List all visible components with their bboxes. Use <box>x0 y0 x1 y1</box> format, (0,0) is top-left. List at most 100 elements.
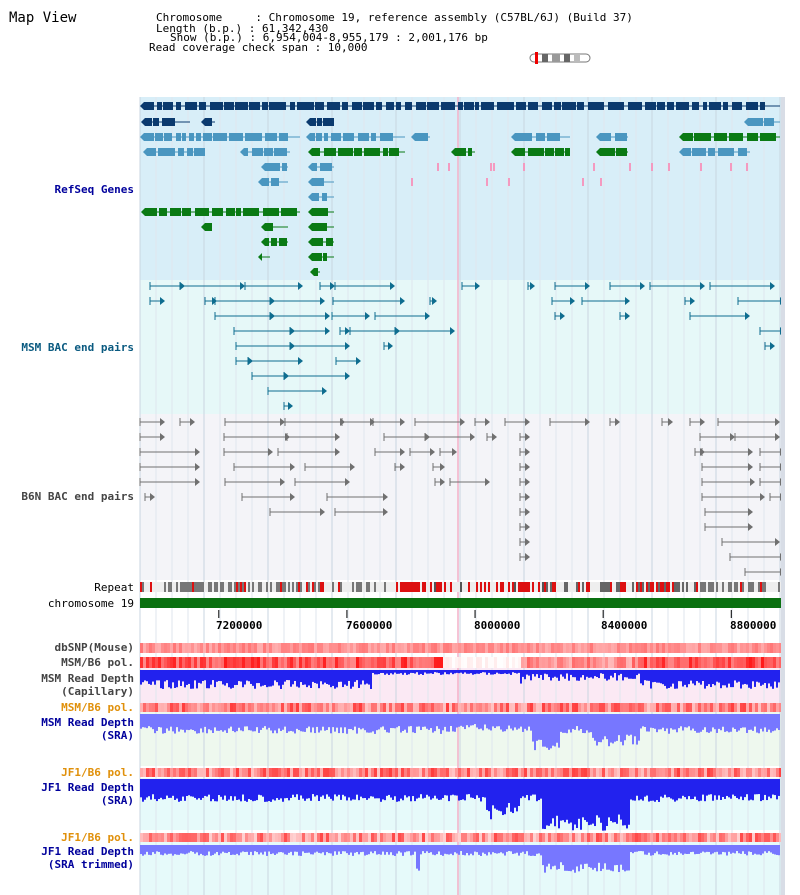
jf1-depth-trim-bar <box>548 845 550 864</box>
gene-exon <box>312 253 322 261</box>
track-label-msm-read-depth-cap[interactable]: MSM Read Depth (Capillary) <box>41 672 134 698</box>
track-label-msm-read-depth-sra[interactable]: MSM Read Depth (SRA) <box>41 716 134 742</box>
jf1-depth-sra-bar <box>352 779 354 800</box>
repeat-element <box>150 582 152 592</box>
b6n-bac-pair-arrow <box>485 478 490 486</box>
track-label-jf1-b6-pol-2[interactable]: JF1/B6 pol. <box>61 831 134 844</box>
track-label-msm-bac[interactable]: MSM BAC end pairs <box>21 341 134 354</box>
track-label-jf1-read-depth-sra[interactable]: JF1 Read Depth (SRA) <box>41 781 134 807</box>
jf1-b6-pol-strip-2 <box>509 833 512 842</box>
track-label-msm-b6-pol-2[interactable]: MSM/B6 pol. <box>61 701 134 714</box>
gene-exon <box>249 102 260 110</box>
msm-depth-sra-bar <box>148 714 150 727</box>
jf1-b6-pol-strip-2 <box>716 833 719 842</box>
jf1-depth-sra-bar <box>622 779 624 826</box>
msm-depth-sra-bar <box>452 714 454 732</box>
gene-exon <box>264 148 273 156</box>
msm-b6-pol-strip-2 <box>479 703 482 712</box>
msm-b6-pol-strip-2 <box>293 703 296 712</box>
jf1-depth-trim-bar <box>734 845 736 854</box>
jf1-depth-sra-bar <box>652 779 654 801</box>
repeat-element <box>434 582 436 592</box>
jf1-b6-pol-strip <box>608 768 611 777</box>
msm-depth-sra-bar <box>212 714 214 733</box>
msm-b6-pol-strip <box>701 657 704 668</box>
jf1-b6-pol-strip <box>350 768 353 777</box>
msm-b6-pol-strip-2 <box>179 703 182 712</box>
msm-depth-sra-bar <box>566 714 568 734</box>
msm-depth-sra-bar <box>598 714 600 743</box>
msm-depth-sra-bar <box>220 714 222 731</box>
jf1-depth-trim-bar <box>400 845 402 853</box>
track-label-dbsnp[interactable]: dbSNP(Mouse) <box>54 641 134 654</box>
msm-b6-pol-strip <box>218 657 221 668</box>
jf1-b6-pol-strip <box>335 768 338 777</box>
jf1-depth-sra-bar <box>466 779 468 795</box>
jf1-b6-pol-strip <box>254 768 257 777</box>
jf1-b6-pol-strip <box>701 768 704 777</box>
msm-depth-sra-bar <box>764 714 766 728</box>
jf1-b6-pol-strip <box>347 768 350 777</box>
track-label-chromosome[interactable]: chromosome 19 <box>47 597 134 610</box>
jf1-b6-pol-strip <box>497 768 500 777</box>
gene-exon <box>708 148 715 156</box>
gene-exon <box>176 102 181 110</box>
jf1-depth-sra-bar <box>662 779 664 798</box>
msm-b6-pol-strip-2 <box>275 703 278 712</box>
jf1-b6-pol-strip-2 <box>656 833 659 842</box>
gene-exon <box>615 133 627 141</box>
msm-depth-sra-bar <box>352 714 354 731</box>
msm-depth-sra-bar <box>428 714 430 730</box>
repeat-element <box>638 582 640 592</box>
gene-arrow <box>308 163 312 171</box>
track-label-jf1-read-depth-trim[interactable]: JF1 Read Depth (SRA trimmed) <box>41 845 134 871</box>
track-label-jf1-b6-pol-1[interactable]: JF1/B6 pol. <box>61 766 134 779</box>
msm-depth-cap-bar <box>426 670 428 674</box>
app-title: Map View <box>9 10 77 26</box>
gene-arrow <box>258 178 262 186</box>
jf1-depth-sra-bar <box>472 779 474 798</box>
msm-depth-cap-bar <box>334 670 336 689</box>
jf1-depth-trim-bar <box>706 845 708 852</box>
msm-depth-cap-bar <box>684 670 686 685</box>
jf1-b6-pol-strip <box>602 768 605 777</box>
msm-depth-cap-bar <box>156 670 158 681</box>
msm-depth-sra-bar <box>188 714 190 731</box>
msm-b6-pol-strip <box>362 657 365 668</box>
msm-depth-cap-bar <box>624 670 626 678</box>
jf1-depth-sra-bar <box>402 779 404 801</box>
msm-b6-pol-strip-2 <box>680 703 683 712</box>
msm-b6-pol-strip-2 <box>269 703 272 712</box>
jf1-b6-pol-strip <box>410 768 413 777</box>
track-label-msm-b6-pol-1[interactable]: MSM/B6 pol. <box>61 656 134 669</box>
jf1-depth-trim-bar <box>608 845 610 870</box>
jf1-b6-pol-strip <box>575 768 578 777</box>
repeat-element <box>704 582 706 592</box>
msm-depth-cap-bar <box>696 670 698 682</box>
b6n-bac-pair-arrow <box>775 418 780 426</box>
jf1-b6-pol-strip-2 <box>173 833 176 842</box>
jf1-depth-trim-bar <box>506 845 508 852</box>
jf1-depth-sra-bar <box>382 779 384 800</box>
msm-depth-cap-bar <box>360 670 362 685</box>
jf1-depth-sra-bar <box>654 779 656 802</box>
msm-depth-sra-bar <box>502 714 504 732</box>
jf1-b6-pol-strip-2 <box>290 833 293 842</box>
jf1-depth-trim-bar <box>472 845 474 856</box>
jf1-depth-sra-bar <box>482 779 484 798</box>
chromosome-ideogram[interactable] <box>528 52 592 64</box>
jf1-depth-trim-bar <box>416 845 418 869</box>
track-label-b6n-bac[interactable]: B6N BAC end pairs <box>21 490 134 503</box>
jf1-depth-trim-bar <box>450 845 452 854</box>
jf1-depth-sra-bar <box>210 779 212 802</box>
jf1-depth-sra-bar <box>562 779 564 821</box>
jf1-depth-sra-bar <box>172 779 174 796</box>
msm-b6-pol-strip <box>656 657 659 668</box>
track-label-repeat[interactable]: Repeat <box>94 581 134 594</box>
msm-depth-cap-bar <box>434 670 436 673</box>
jf1-depth-trim-bar <box>420 845 422 855</box>
jf1-depth-sra-bar <box>140 779 142 798</box>
jf1-depth-trim-bar <box>314 845 316 853</box>
track-label-refseq[interactable]: RefSeq Genes <box>54 183 134 196</box>
